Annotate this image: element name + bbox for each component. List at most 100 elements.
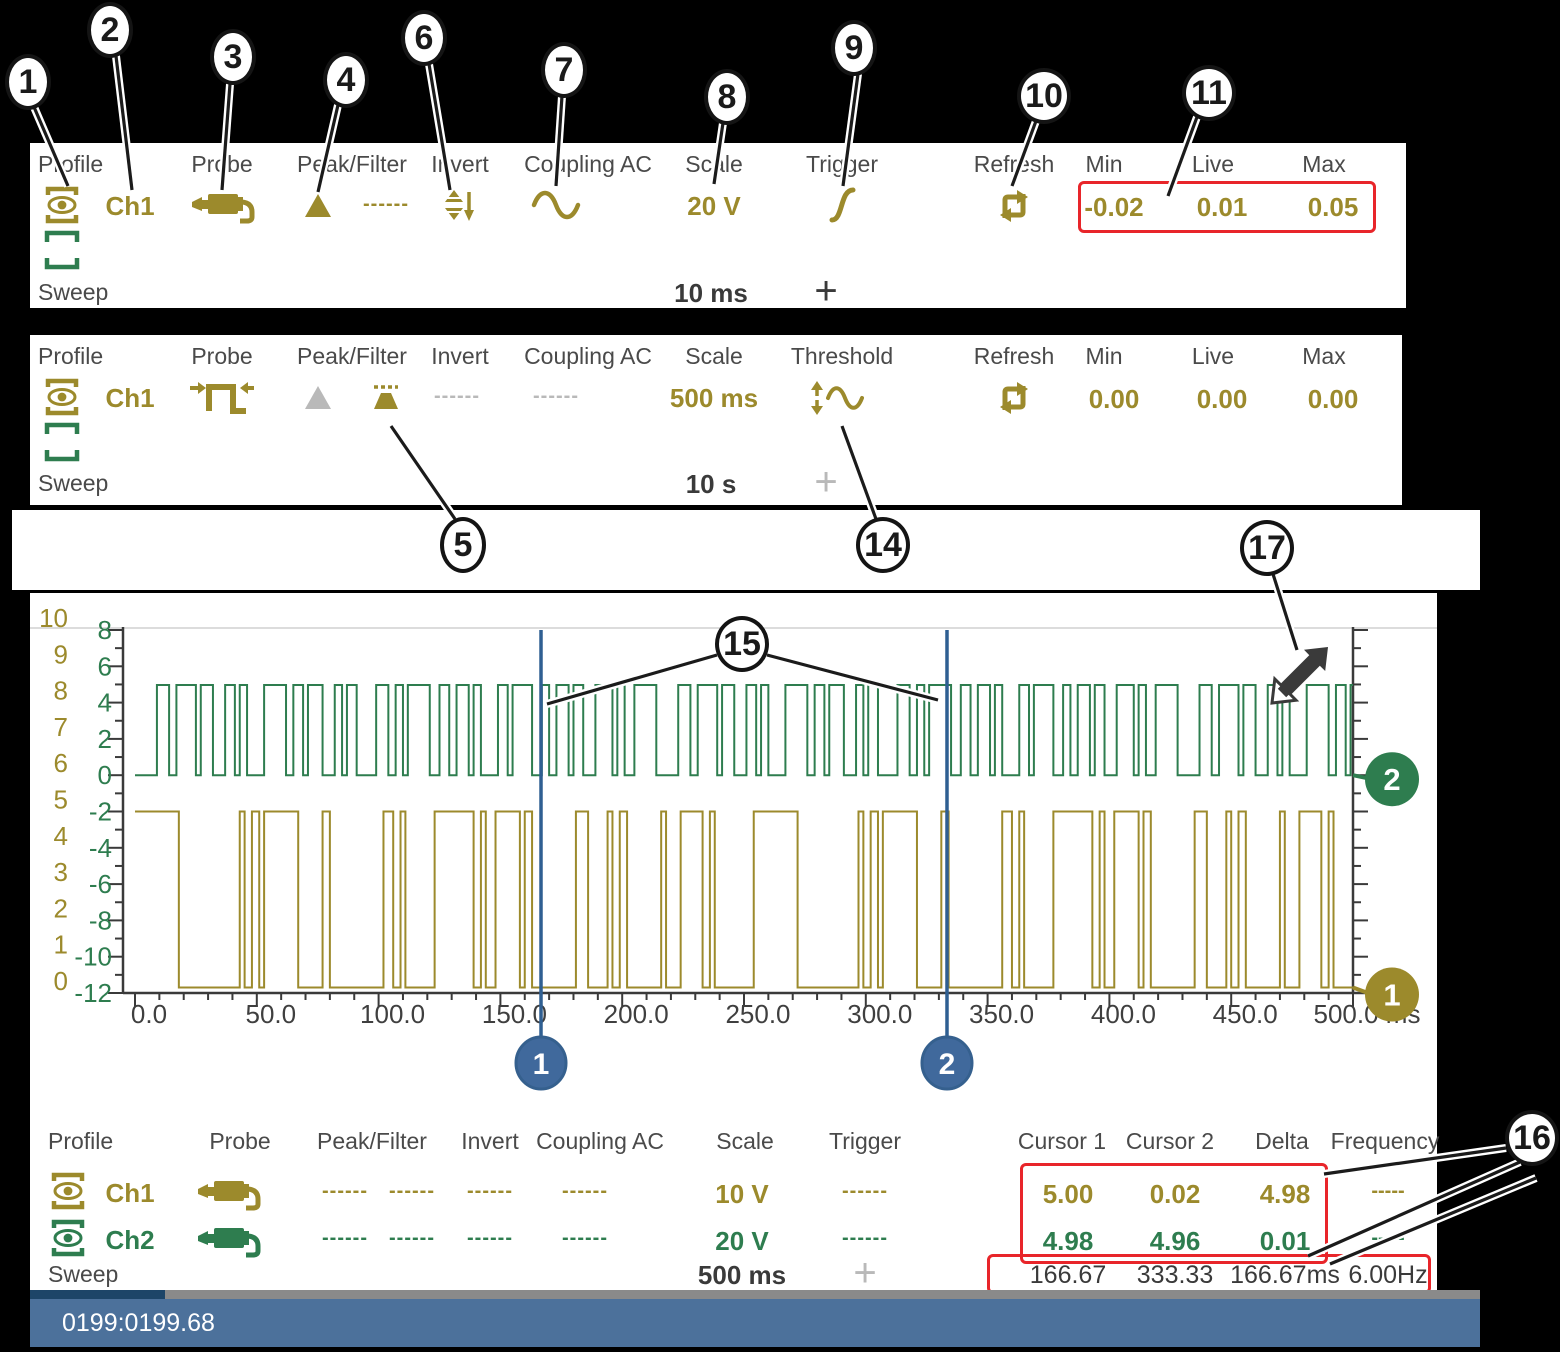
profile-eye-icon-ch2[interactable] [50, 1218, 86, 1258]
x-axis-label: 200.0 [604, 999, 669, 1029]
channel-settings-panel-middle: Profile Probe Peak/Filter Invert Coupling AC… [30, 335, 1402, 505]
x-axis-label: 400.0 [1091, 999, 1156, 1029]
callout-number-5: 5 [440, 517, 486, 573]
channel-1-badge[interactable] [1365, 967, 1419, 1022]
sweep-label: Sweep [38, 470, 109, 496]
cursor1-value-ch2: 4.98 [1042, 1226, 1094, 1256]
filter-placeholder-dashes: ------ [389, 1180, 435, 1202]
y-axis-label-ch2: 4 [98, 688, 112, 718]
x-axis-label: 450.0 [1213, 999, 1278, 1029]
peak-placeholder-dashes: ------ [322, 1227, 368, 1249]
scrollbar-thumb[interactable] [30, 1290, 165, 1299]
live-value: 0.01 [1196, 192, 1248, 222]
sweep-cursor2-time: 333.33 [1136, 1261, 1214, 1289]
y-axis-label-ch1: 5 [54, 785, 68, 815]
y-axis-label-ch1: 1 [54, 930, 68, 960]
sweep-scale-value[interactable]: 10 s [685, 469, 737, 499]
column-header-delta: Delta [1255, 1128, 1309, 1154]
analog-probe-icon-ch2[interactable] [196, 1220, 264, 1262]
column-header-frequency: Frequency [1330, 1128, 1440, 1154]
sweep-label: Sweep [48, 1261, 119, 1287]
sweep-scale-value[interactable]: 10 ms [674, 278, 748, 308]
filter-placeholder-dashes: ------ [363, 193, 409, 215]
profile-eye-icon-ch1[interactable] [50, 1171, 86, 1211]
invert-placeholder-dashes: ------ [467, 1227, 513, 1249]
profile-eye-icon[interactable] [44, 377, 80, 417]
horizontal-scrollbar[interactable] [30, 1290, 1480, 1299]
delta-value-ch2: 0.01 [1259, 1226, 1311, 1256]
cursor-values-highlight-box [1020, 1163, 1328, 1264]
max-value: 0.05 [1307, 192, 1359, 222]
callout-number-14: 14 [856, 517, 910, 573]
callout-number-9: 9 [831, 20, 877, 76]
frequency-value-ch2: ----- [1371, 1227, 1405, 1249]
cursor-marker-1[interactable] [514, 1035, 568, 1091]
profile-eye-icon[interactable] [44, 185, 80, 225]
scale-value-ch2[interactable]: 20 V [715, 1226, 769, 1256]
pulse-probe-icon[interactable] [188, 379, 256, 417]
y-axis-label-ch2: 6 [98, 651, 112, 681]
cursor2-value-ch2: 4.96 [1149, 1226, 1201, 1256]
profile-hidden-brackets-icon[interactable] [44, 229, 80, 271]
sweep-delta-time: 166.67ms [1230, 1261, 1340, 1289]
analog-probe-icon[interactable] [190, 186, 258, 228]
add-channel-button[interactable]: + [814, 460, 838, 504]
column-header-live: Live [1191, 343, 1235, 369]
column-header-peak-filter: Peak/Filter [297, 343, 407, 369]
x-axis-label: 50.0 [245, 999, 296, 1029]
y-axis-label-ch2: 0 [98, 760, 112, 790]
scale-value-ch1[interactable]: 10 V [715, 1179, 769, 1209]
cursor-marker-2[interactable] [920, 1035, 974, 1091]
column-header-scale: Scale [685, 343, 743, 369]
add-channel-button[interactable]: + [853, 1251, 877, 1295]
sweep-scale-value[interactable]: 500 ms [697, 1260, 787, 1290]
callout-number-3: 3 [210, 29, 256, 85]
ac-coupling-sine-icon[interactable] [530, 189, 582, 221]
column-header-trigger: Trigger [829, 1128, 901, 1154]
max-value: 0.00 [1307, 384, 1359, 414]
callout-number-2: 2 [87, 2, 133, 58]
y-axis-label-ch1: 6 [54, 748, 68, 778]
y-axis-label-ch1: 9 [54, 639, 68, 669]
refresh-loop-icon[interactable] [993, 378, 1035, 418]
invert-icon[interactable] [439, 187, 475, 223]
coupling-placeholder-dashes: ------ [562, 1227, 608, 1249]
min-value: 0.00 [1088, 384, 1140, 414]
callout-number-8: 8 [704, 69, 750, 125]
min-live-max-highlight-box [1078, 181, 1376, 233]
profile-hidden-brackets-icon[interactable] [44, 421, 80, 463]
filter-icon[interactable] [371, 383, 401, 411]
status-bar: 0199:0199.68 [30, 1299, 1480, 1347]
column-header-trigger: Trigger [806, 151, 878, 177]
channel-2-badge[interactable] [1365, 752, 1419, 807]
min-value: -0.02 [1084, 192, 1144, 222]
y-axis-label-ch1: 3 [54, 857, 68, 887]
add-channel-button[interactable]: + [814, 269, 838, 313]
refresh-loop-icon[interactable] [993, 186, 1035, 226]
rising-edge-trigger-icon[interactable] [827, 185, 857, 225]
column-header-probe: Probe [191, 343, 253, 369]
expand-resize-icon-ne[interactable] [1277, 647, 1328, 698]
channel-label: Ch1 [105, 191, 155, 221]
scale-value[interactable]: 20 V [687, 191, 741, 221]
y-axis-label-ch1: 7 [54, 712, 68, 742]
callout-number-4: 4 [323, 52, 369, 108]
scale-value[interactable]: 500 ms [669, 383, 759, 413]
peak-detect-icon[interactable] [303, 191, 333, 219]
auto-threshold-icon[interactable] [808, 380, 866, 416]
callout-number-10: 10 [1017, 68, 1071, 124]
delta-value-ch1: 4.98 [1259, 1179, 1311, 1209]
y-axis-label-ch2: 2 [98, 724, 112, 754]
column-header-min: Min [1085, 151, 1123, 177]
y-axis-label-ch1: 8 [54, 676, 68, 706]
analog-probe-icon-ch1[interactable] [196, 1173, 264, 1215]
column-header-invert: Invert [431, 343, 489, 369]
column-header-profile: Profile [38, 151, 104, 177]
live-value: 0.00 [1196, 384, 1248, 414]
peak-detect-icon-disabled[interactable] [303, 383, 333, 411]
column-header-invert: Invert [431, 151, 489, 177]
callout-number-11: 11 [1182, 65, 1236, 121]
y-axis-label-ch2: -2 [89, 797, 112, 827]
